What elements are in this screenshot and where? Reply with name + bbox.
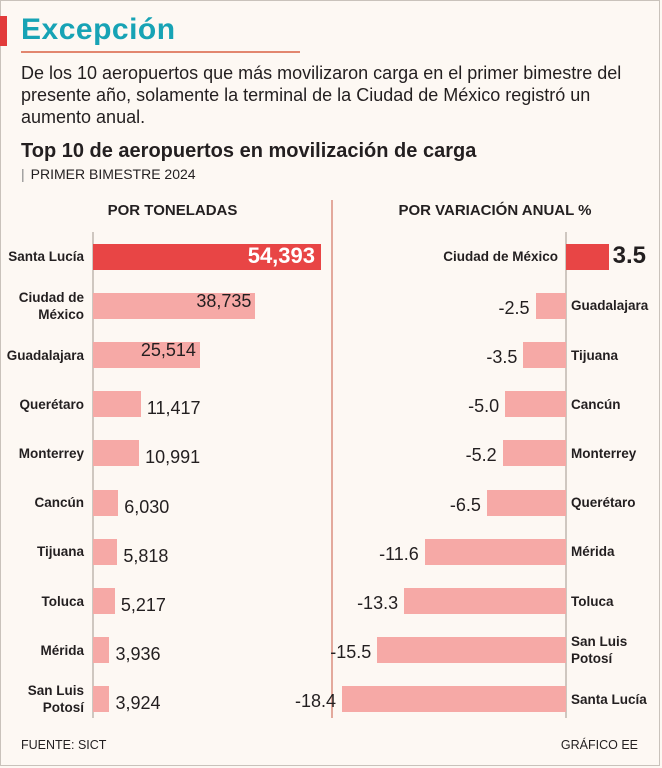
value-label: 25,514 bbox=[140, 340, 196, 360]
bar-merida bbox=[424, 538, 566, 565]
value-label: -11.6 bbox=[379, 543, 419, 564]
value-label: 5,217 bbox=[120, 595, 166, 615]
value-label: 54,393 bbox=[247, 242, 315, 268]
bar-queretaro bbox=[93, 391, 141, 418]
category-label-line: Querétaro bbox=[571, 495, 636, 511]
category-label: San Luis Potosí bbox=[0, 682, 84, 716]
category-label: Toluca bbox=[571, 593, 661, 610]
value-label: -6.5 bbox=[449, 494, 481, 515]
bar-guadalajara bbox=[535, 292, 566, 319]
bar-merida bbox=[93, 637, 110, 664]
bar-monterrey bbox=[502, 440, 566, 467]
value-label: -5.0 bbox=[468, 396, 500, 417]
bar-guadalajara bbox=[93, 342, 200, 368]
category-label: Mérida bbox=[571, 543, 661, 560]
value-label: -15.5 bbox=[330, 642, 372, 663]
category-label: Tijuana bbox=[0, 543, 84, 560]
headline: Excepción bbox=[21, 13, 176, 46]
category-label-line: Monterrey bbox=[571, 445, 637, 461]
bar-tijuana bbox=[93, 538, 118, 565]
category-label-line: Potosí bbox=[571, 651, 613, 667]
category-label: Monterrey bbox=[571, 445, 661, 462]
value-label: 10,991 bbox=[145, 447, 201, 468]
category-label-line: San Luis bbox=[571, 634, 628, 650]
category-label: Tijuana bbox=[571, 347, 661, 364]
category-label-line: Tijuana bbox=[571, 347, 619, 363]
category-label-line: Monterrey bbox=[18, 445, 84, 461]
col-title-variation: POR VARIACIÓN ANUAL % bbox=[398, 202, 592, 219]
value-label: 3,924 bbox=[115, 693, 161, 714]
bar-tijuana bbox=[523, 342, 566, 368]
col-title-tons: POR TONELADAS bbox=[107, 202, 238, 219]
headline-rule bbox=[21, 51, 300, 53]
value-label: -13.3 bbox=[357, 593, 399, 613]
category-label: Guadalajara bbox=[0, 347, 84, 364]
bar-cancun bbox=[93, 489, 119, 516]
category-label-line: Potosí bbox=[42, 700, 84, 716]
value-label: 11,417 bbox=[146, 398, 201, 419]
category-label: Ciudad de México bbox=[0, 289, 84, 323]
category-label: Cancún bbox=[0, 494, 84, 511]
category-label: Monterrey bbox=[0, 445, 84, 462]
accent-bar bbox=[0, 16, 7, 46]
bar-san-luis-potosi bbox=[377, 637, 566, 664]
value-label: -5.2 bbox=[465, 445, 497, 466]
category-label: Mérida bbox=[0, 642, 84, 659]
category-label-line: Mérida bbox=[40, 642, 84, 658]
chart-subtitle-text: PRIMER BIMESTRE 2024 bbox=[30, 166, 196, 182]
value-label: 6,030 bbox=[124, 496, 170, 517]
category-label: Ciudad de México bbox=[408, 248, 558, 265]
bar-ciudad-de-mexico bbox=[566, 243, 609, 270]
bar-queretaro bbox=[486, 489, 566, 516]
value-label: 3,936 bbox=[115, 644, 161, 665]
category-label: Toluca bbox=[0, 593, 84, 610]
category-label-line: Santa Lucía bbox=[571, 691, 647, 707]
bar-santa-lucia bbox=[342, 686, 566, 713]
bar-cancun bbox=[505, 391, 566, 418]
category-label-line: Toluca bbox=[571, 593, 614, 609]
value-label: 38,735 bbox=[196, 290, 252, 311]
bar-ciudad-de-mexico bbox=[93, 292, 256, 319]
bar-toluca bbox=[404, 588, 566, 614]
category-label-line: Tijuana bbox=[36, 544, 84, 560]
value-label: -2.5 bbox=[498, 297, 530, 318]
category-label-line: Mérida bbox=[571, 544, 615, 560]
category-label-line: Cancún bbox=[34, 495, 84, 511]
category-label: Guadalajara bbox=[571, 297, 661, 314]
lede-text: De los 10 aeropuertos que más movilizaro… bbox=[21, 63, 622, 127]
category-label-line: Santa Lucía bbox=[8, 249, 84, 265]
category-label-line: Toluca bbox=[41, 593, 84, 609]
chart-title: Top 10 de aeropuertos en movilización de… bbox=[21, 140, 477, 162]
category-label-line: Cancún bbox=[571, 396, 621, 412]
category-label-line: México bbox=[38, 306, 84, 322]
category-label-line: Ciudad de bbox=[18, 289, 84, 305]
category-label-line: Guadalajara bbox=[571, 298, 649, 314]
category-label: San Luis Potosí bbox=[571, 633, 661, 667]
category-label-line: Guadalajara bbox=[6, 347, 84, 363]
category-label: Santa Lucía bbox=[0, 248, 84, 265]
category-label-line: San Luis bbox=[27, 683, 84, 699]
category-label: Querétaro bbox=[571, 494, 661, 511]
value-label: -18.4 bbox=[294, 691, 336, 712]
chart-subtitle: | PRIMER BIMESTRE 2024 bbox=[21, 166, 196, 182]
source-note: FUENTE: SICT bbox=[21, 738, 107, 752]
category-label-line: Ciudad de México bbox=[443, 249, 558, 265]
category-label-line: Querétaro bbox=[19, 396, 84, 412]
bar-monterrey bbox=[93, 440, 140, 467]
column-separator bbox=[331, 200, 333, 718]
credit-note: GRÁFICO EE bbox=[560, 738, 638, 752]
category-label: Santa Lucía bbox=[571, 691, 661, 708]
bar-toluca bbox=[93, 588, 115, 614]
bar-santa-lucia bbox=[93, 243, 321, 270]
category-label: Querétaro bbox=[0, 396, 84, 413]
bar-san-luis-potosi bbox=[93, 686, 110, 713]
value-label: 3.5 bbox=[612, 241, 646, 269]
category-label: Cancún bbox=[571, 396, 661, 413]
value-label: -3.5 bbox=[486, 347, 518, 367]
axis-line-tons bbox=[92, 232, 94, 718]
axis-line-variation bbox=[565, 232, 567, 718]
value-label: 5,818 bbox=[123, 545, 169, 566]
